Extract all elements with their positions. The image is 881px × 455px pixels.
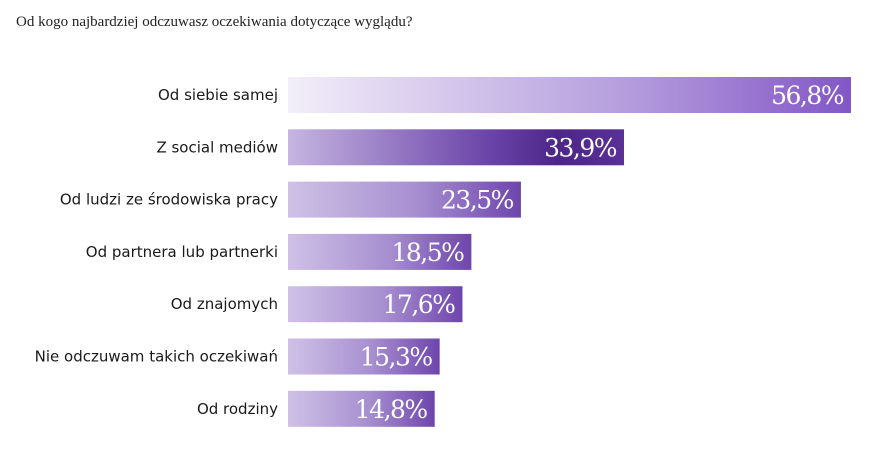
bar [288,286,463,323]
value-label: 33,9% [544,133,617,162]
category-label: Z social mediów [156,138,278,156]
value-label: 14,8% [355,395,428,424]
value-label: 17,6% [383,290,456,319]
bar [288,77,851,113]
category-label: Od rodziny [197,400,278,418]
value-label: 56,8% [771,81,844,110]
bar [288,338,440,375]
bars-group: Od siebie samej 56,8% Z social mediów 33,9%… [35,77,851,427]
category-label: Od znajomych [171,295,278,313]
category-label: Od partnera lub partnerki [86,243,278,261]
chart-title: Od kogo najbardziej odczuwasz oczekiwani… [16,14,413,30]
bar [288,129,625,166]
bar [288,390,435,427]
category-label: Nie odczuwam takich oczekiwań [35,348,278,366]
bar [288,181,521,218]
value-label: 18,5% [391,238,464,267]
value-label: 23,5% [441,186,514,215]
bar [288,233,472,270]
category-label: Od ludzi ze środowiska pracy [60,191,278,209]
category-label: Od siebie samej [158,86,278,104]
value-label: 15,3% [360,343,433,372]
